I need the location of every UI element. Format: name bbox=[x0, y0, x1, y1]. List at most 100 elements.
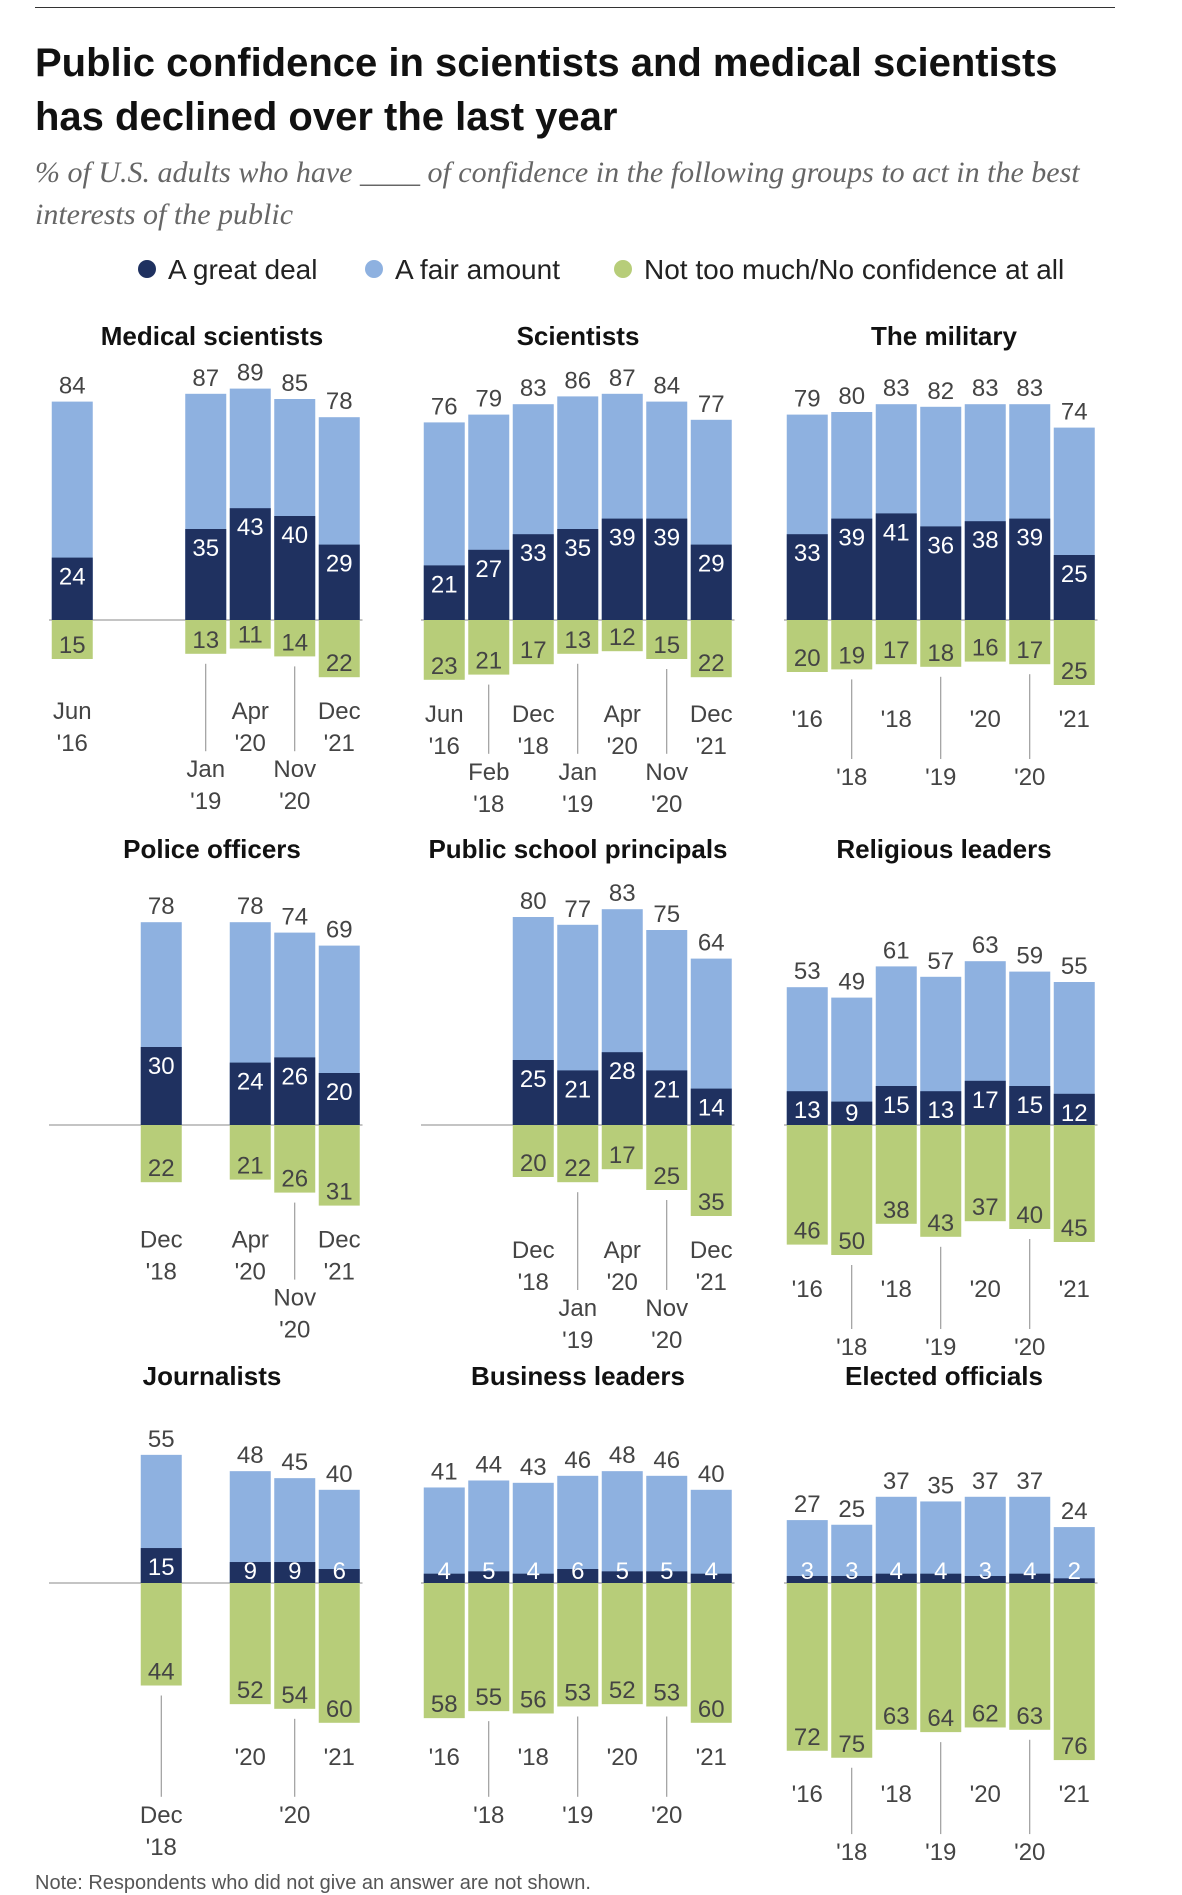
label-not-too-much: 53 bbox=[564, 1679, 591, 1706]
bar-fair-amount bbox=[646, 1475, 688, 1583]
label-total: 35 bbox=[927, 1472, 954, 1499]
bar-not-too-much bbox=[1009, 620, 1051, 665]
label-total: 78 bbox=[237, 893, 264, 920]
label-great-deal: 25 bbox=[520, 1066, 547, 1093]
label-total: 55 bbox=[148, 1426, 175, 1453]
label-great-deal: 21 bbox=[431, 571, 458, 598]
bar-not-too-much bbox=[920, 1125, 962, 1237]
tick-label: '16 bbox=[792, 1276, 823, 1303]
legend: A great deal A fair amount Not too much/… bbox=[0, 250, 1182, 290]
label-great-deal: 9 bbox=[845, 1100, 858, 1127]
legend-item-fair-amount: A fair amount bbox=[365, 250, 560, 290]
label-great-deal: 39 bbox=[653, 525, 680, 552]
tick-label: Jun bbox=[425, 701, 464, 728]
bar-not-too-much bbox=[920, 620, 962, 667]
label-total: 63 bbox=[972, 932, 999, 959]
bar-great-deal bbox=[468, 549, 510, 620]
bar-not-too-much bbox=[1009, 1583, 1051, 1730]
bar-not-too-much bbox=[229, 620, 271, 649]
bar-not-too-much bbox=[423, 1583, 465, 1719]
bar-great-deal bbox=[274, 1057, 316, 1125]
label-total: 75 bbox=[653, 901, 680, 928]
legend-label: A great deal bbox=[168, 254, 318, 285]
bar-fair-amount bbox=[786, 1520, 828, 1583]
bar-not-too-much bbox=[512, 1125, 554, 1177]
label-not-too-much: 22 bbox=[698, 650, 725, 677]
tick-label: '21 bbox=[324, 1744, 355, 1771]
label-total: 78 bbox=[148, 893, 175, 920]
label-not-too-much: 20 bbox=[520, 1150, 547, 1177]
tick-label: '20 bbox=[1014, 1334, 1045, 1361]
label-not-too-much: 17 bbox=[883, 637, 910, 664]
panel-title: The military bbox=[871, 321, 1017, 351]
label-great-deal: 13 bbox=[927, 1097, 954, 1124]
label-great-deal: 15 bbox=[1016, 1092, 1043, 1119]
label-not-too-much: 22 bbox=[564, 1155, 591, 1182]
label-great-deal: 13 bbox=[794, 1097, 821, 1124]
tick-label: '20 bbox=[970, 1276, 1001, 1303]
label-not-too-much: 25 bbox=[653, 1163, 680, 1190]
label-not-too-much: 60 bbox=[326, 1696, 353, 1723]
label-great-deal: 21 bbox=[564, 1076, 591, 1103]
bar-not-too-much bbox=[274, 1583, 316, 1709]
label-not-too-much: 21 bbox=[237, 1153, 264, 1180]
bar-great-deal bbox=[875, 1086, 917, 1125]
label-great-deal: 33 bbox=[520, 540, 547, 567]
label-great-deal: 38 bbox=[972, 527, 999, 554]
bar-not-too-much bbox=[831, 1583, 873, 1758]
label-not-too-much: 56 bbox=[520, 1686, 547, 1713]
label-not-too-much: 63 bbox=[883, 1703, 910, 1730]
label-not-too-much: 13 bbox=[192, 627, 219, 654]
bar-great-deal bbox=[964, 1576, 1006, 1583]
label-total: 87 bbox=[609, 365, 636, 392]
bar-great-deal bbox=[690, 1573, 732, 1583]
bar-not-too-much bbox=[875, 620, 917, 665]
legend-dot-not-too-much-icon bbox=[614, 259, 632, 278]
label-total: 59 bbox=[1016, 943, 1043, 970]
label-not-too-much: 13 bbox=[564, 627, 591, 654]
label-not-too-much: 31 bbox=[326, 1179, 353, 1206]
label-great-deal: 3 bbox=[845, 1558, 858, 1585]
label-total: 86 bbox=[564, 367, 591, 394]
legend-label: A fair amount bbox=[395, 254, 560, 285]
label-total: 44 bbox=[475, 1451, 502, 1478]
bar-great-deal bbox=[557, 1070, 599, 1125]
bar-great-deal bbox=[831, 1576, 873, 1583]
bar-great-deal bbox=[1053, 555, 1095, 620]
label-not-too-much: 55 bbox=[475, 1684, 502, 1711]
tick-label: '20 bbox=[607, 733, 638, 760]
label-total: 82 bbox=[927, 378, 954, 405]
bar-great-deal bbox=[920, 1573, 962, 1583]
label-total: 83 bbox=[1016, 375, 1043, 402]
bar-not-too-much bbox=[229, 1125, 271, 1180]
bar-not-too-much bbox=[229, 1583, 271, 1705]
label-total: 48 bbox=[237, 1442, 264, 1469]
bar-great-deal bbox=[318, 544, 360, 620]
bar-great-deal bbox=[229, 508, 271, 620]
label-not-too-much: 18 bbox=[927, 640, 954, 667]
label-not-too-much: 53 bbox=[653, 1679, 680, 1706]
label-great-deal: 39 bbox=[1016, 525, 1043, 552]
bar-fair-amount bbox=[601, 1471, 643, 1583]
tick-label: Jan bbox=[558, 759, 597, 786]
label-not-too-much: 54 bbox=[281, 1682, 308, 1709]
label-great-deal: 43 bbox=[237, 514, 264, 541]
tick-label: Apr bbox=[604, 1237, 641, 1264]
bar-not-too-much bbox=[831, 620, 873, 670]
bar-great-deal bbox=[875, 513, 917, 620]
bar-great-deal bbox=[512, 534, 554, 620]
label-not-too-much: 76 bbox=[1061, 1733, 1088, 1760]
tick-label: '20 bbox=[235, 1744, 266, 1771]
label-total: 89 bbox=[237, 360, 264, 387]
label-great-deal: 24 bbox=[59, 564, 86, 591]
bar-not-too-much bbox=[468, 620, 510, 675]
bar-great-deal bbox=[646, 1571, 688, 1583]
bar-not-too-much bbox=[690, 620, 732, 678]
tick-label: Dec bbox=[318, 698, 361, 725]
label-total: 55 bbox=[1061, 953, 1088, 980]
tick-label: '18 bbox=[881, 1781, 912, 1808]
bar-great-deal bbox=[140, 1047, 182, 1125]
bar-fair-amount bbox=[1009, 1496, 1051, 1583]
label-great-deal: 17 bbox=[972, 1087, 999, 1114]
legend-label: Not too much/No confidence at all bbox=[644, 254, 1065, 285]
